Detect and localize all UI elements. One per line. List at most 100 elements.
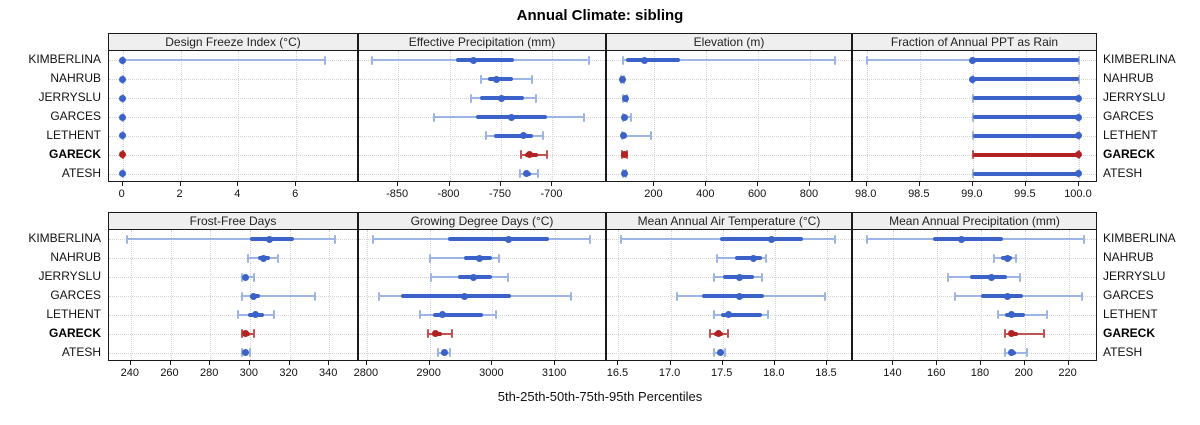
median-dot [119,113,127,121]
whisker-cap-5th [675,291,678,301]
whisker-cap-95th [252,272,255,282]
whisker-cap-5th [866,234,869,244]
whisker-cap-95th [248,348,251,358]
median-dot [119,75,127,83]
whisker-cap-95th [494,310,497,320]
axis-tick-label: -700 [540,188,563,200]
gridline [607,79,851,81]
median-dot [969,75,977,83]
axis-tick-label: 2800 [353,367,379,379]
median-dot [1003,292,1011,300]
axis-tick-label: 340 [319,367,338,379]
whisker-cap-95th [569,291,572,301]
gridline [109,98,357,100]
whisker-cap-95th [535,93,537,103]
whisker-cap-95th [252,329,255,339]
axis-tick-label: 2 [176,188,183,200]
gridline [359,135,605,137]
box-25th-75th [720,312,763,317]
median-dot [768,235,776,243]
median-dot [1008,330,1016,338]
whisker-cap-5th [713,310,716,320]
box-25th-75th [487,77,514,82]
whisker-cap-5th [1004,348,1007,358]
axis-tick-label: 17.0 [658,367,681,379]
axis-tick-label: -750 [488,188,512,200]
gridline [607,333,851,335]
axis-tick [971,182,973,186]
panel-header-design-freeze-index-c: Design Freeze Index (°C) [108,33,358,51]
panel-header-effective-precipitation-mm: Effective Precipitation (mm) [358,33,606,51]
station-label-garces: GARCES [50,288,101,302]
whisker-cap-5th [865,55,868,65]
station-label-nahrub: NAHRUB [50,71,101,86]
gridline [826,230,828,360]
whisker-cap-5th [993,253,996,263]
whisker-cap-5th [713,348,716,358]
whisker-cap-95th [588,234,591,244]
gridline [109,173,357,175]
median-dot [438,311,446,319]
axis-tick-label: 240 [120,367,139,379]
panel-header-growing-degree-days-c: Growing Degree Days (°C) [358,212,606,230]
whisker-cap-5th [125,234,128,244]
axis-tick [121,182,123,186]
box-25th-75th [735,256,763,261]
gridline [238,51,240,181]
gridline [366,230,368,360]
whisker-5th-95th [1005,332,1045,335]
panel-header-frost-free-days: Frost-Free Days [108,212,358,230]
gridline [180,51,182,181]
axis-tick [295,182,297,186]
whisker-cap-95th [1045,310,1048,320]
gridline [359,173,605,175]
axis-tick [248,361,250,365]
whisker-cap-5th [484,131,487,141]
whisker-5th-95th [1005,351,1027,354]
gridline [758,51,760,181]
median-dot [504,235,512,243]
median-dot [523,170,531,178]
gridline [109,277,357,279]
gridline [607,117,851,118]
axis-tick [551,182,553,186]
median-dot [242,273,250,281]
axis-tick-label: 18.5 [815,367,837,379]
station-label-kimberlina: KIMBERLINA [28,52,101,67]
whisker-cap-95th [1077,74,1080,84]
whisker-cap-95th [726,329,729,339]
axis-tick-label: 98.5 [908,188,930,200]
axis-tick-label: 18.0 [763,367,785,379]
whisker-cap-5th [240,272,243,282]
whisker-cap-5th [953,291,956,301]
box-25th-75th [972,96,1079,101]
axis-tick [669,361,671,365]
gridline [109,258,357,260]
axis-tick-label: 600 [747,188,767,200]
box-25th-75th [972,171,1079,176]
axis-tick-label: 2900 [416,367,441,379]
median-dot [620,132,628,140]
whisker-cap-95th [314,291,317,301]
whisker-cap-5th [713,272,716,282]
axis-tick [179,182,181,186]
whisker-cap-5th [246,253,249,263]
median-dot [1075,94,1083,102]
gridline [398,51,400,181]
whisker-cap-5th [470,93,473,103]
median-dot [621,94,629,102]
axis-tick [865,182,867,186]
box-25th-75th [448,237,549,242]
box-25th-75th [972,115,1079,119]
whisker-cap-95th [823,291,826,301]
gridline [607,135,851,137]
axis-tick-label: 99.0 [961,188,983,200]
panel-plot-design-freeze-index-c [108,50,358,182]
station-label-garces: GARCES [50,109,101,123]
axis-tick [617,361,619,365]
station-label-right-atesh: ATESH [1103,344,1143,359]
whisker-cap-5th [419,310,422,320]
median-dot [520,132,528,140]
median-dot [717,349,725,357]
axis-tick [1024,182,1026,186]
